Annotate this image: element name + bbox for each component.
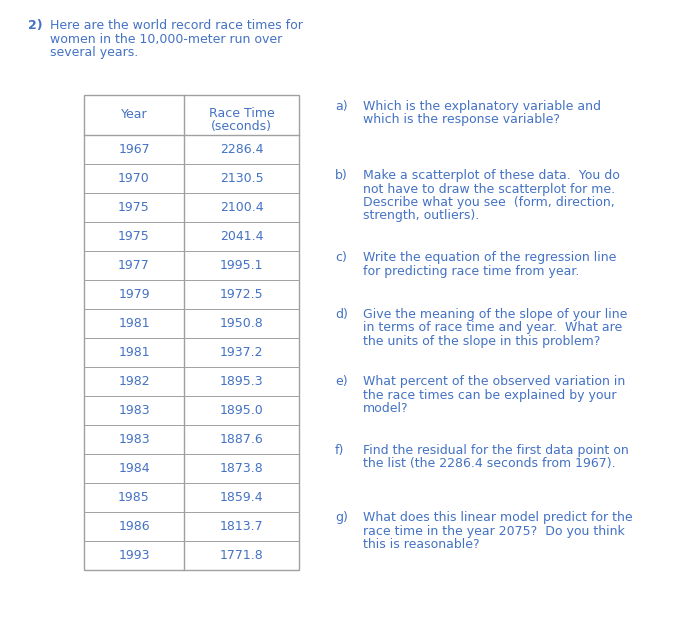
Text: the list (the 2286.4 seconds from 1967).: the list (the 2286.4 seconds from 1967). bbox=[363, 458, 616, 470]
Text: 1967: 1967 bbox=[118, 143, 150, 156]
Text: 1813.7: 1813.7 bbox=[220, 520, 263, 533]
Text: 1984: 1984 bbox=[118, 462, 150, 475]
Text: Year: Year bbox=[121, 108, 147, 122]
Text: Here are the world record race times for: Here are the world record race times for bbox=[50, 19, 303, 32]
Text: 1982: 1982 bbox=[118, 375, 150, 388]
Text: not have to draw the scatterplot for me.: not have to draw the scatterplot for me. bbox=[363, 183, 615, 196]
Text: 1979: 1979 bbox=[118, 288, 150, 301]
Text: the units of the slope in this problem?: the units of the slope in this problem? bbox=[363, 335, 600, 348]
Text: 1995.1: 1995.1 bbox=[220, 259, 263, 272]
Text: 1859.4: 1859.4 bbox=[220, 491, 263, 504]
Text: strength, outliers).: strength, outliers). bbox=[363, 210, 479, 222]
Text: in terms of race time and year.  What are: in terms of race time and year. What are bbox=[363, 322, 622, 335]
Text: 2130.5: 2130.5 bbox=[220, 172, 263, 185]
Text: f): f) bbox=[335, 444, 344, 457]
Text: 1975: 1975 bbox=[118, 230, 150, 243]
Text: 1985: 1985 bbox=[118, 491, 150, 504]
Text: race time in the year 2075?  Do you think: race time in the year 2075? Do you think bbox=[363, 524, 625, 538]
Text: Which is the explanatory variable and: Which is the explanatory variable and bbox=[363, 100, 601, 113]
Text: 1983: 1983 bbox=[118, 433, 150, 446]
Text: which is the response variable?: which is the response variable? bbox=[363, 113, 560, 126]
Text: 1771.8: 1771.8 bbox=[219, 549, 263, 562]
Text: a): a) bbox=[335, 100, 348, 113]
Text: 1983: 1983 bbox=[118, 404, 150, 417]
Text: 1993: 1993 bbox=[118, 549, 150, 562]
Text: 1970: 1970 bbox=[118, 172, 150, 185]
Text: 1972.5: 1972.5 bbox=[220, 288, 263, 301]
Text: 1950.8: 1950.8 bbox=[219, 317, 263, 330]
Text: 2100.4: 2100.4 bbox=[220, 201, 263, 214]
Text: 1981: 1981 bbox=[118, 346, 150, 359]
Text: 2286.4: 2286.4 bbox=[220, 143, 263, 156]
Text: 1981: 1981 bbox=[118, 317, 150, 330]
Text: b): b) bbox=[335, 169, 348, 182]
Text: the race times can be explained by your: the race times can be explained by your bbox=[363, 388, 617, 401]
Text: e): e) bbox=[335, 375, 348, 388]
Text: Find the residual for the first data point on: Find the residual for the first data poi… bbox=[363, 444, 629, 457]
Text: model?: model? bbox=[363, 402, 409, 415]
Text: Write the equation of the regression line: Write the equation of the regression lin… bbox=[363, 251, 617, 264]
Text: Describe what you see  (form, direction,: Describe what you see (form, direction, bbox=[363, 196, 614, 209]
Text: 1977: 1977 bbox=[118, 259, 150, 272]
Text: 1873.8: 1873.8 bbox=[219, 462, 263, 475]
Text: 1895.0: 1895.0 bbox=[219, 404, 263, 417]
Text: 1895.3: 1895.3 bbox=[220, 375, 263, 388]
Text: women in the 10,000-meter run over: women in the 10,000-meter run over bbox=[50, 33, 282, 46]
Text: 2041.4: 2041.4 bbox=[220, 230, 263, 243]
Text: 1887.6: 1887.6 bbox=[219, 433, 263, 446]
Text: What percent of the observed variation in: What percent of the observed variation i… bbox=[363, 375, 625, 388]
Text: g): g) bbox=[335, 511, 348, 524]
Text: several years.: several years. bbox=[50, 46, 139, 59]
Text: (seconds): (seconds) bbox=[211, 120, 272, 133]
Text: Race Time: Race Time bbox=[208, 107, 274, 120]
Text: Give the meaning of the slope of your line: Give the meaning of the slope of your li… bbox=[363, 308, 627, 321]
Text: 1986: 1986 bbox=[118, 520, 150, 533]
Text: 1937.2: 1937.2 bbox=[220, 346, 263, 359]
Text: Make a scatterplot of these data.  You do: Make a scatterplot of these data. You do bbox=[363, 169, 620, 182]
Text: d): d) bbox=[335, 308, 348, 321]
Text: for predicting race time from year.: for predicting race time from year. bbox=[363, 265, 579, 278]
Text: c): c) bbox=[335, 251, 347, 264]
Text: 1975: 1975 bbox=[118, 201, 150, 214]
Text: What does this linear model predict for the: What does this linear model predict for … bbox=[363, 511, 633, 524]
Bar bbox=[84, 95, 299, 570]
Text: 2): 2) bbox=[28, 19, 43, 32]
Text: this is reasonable?: this is reasonable? bbox=[363, 538, 479, 551]
